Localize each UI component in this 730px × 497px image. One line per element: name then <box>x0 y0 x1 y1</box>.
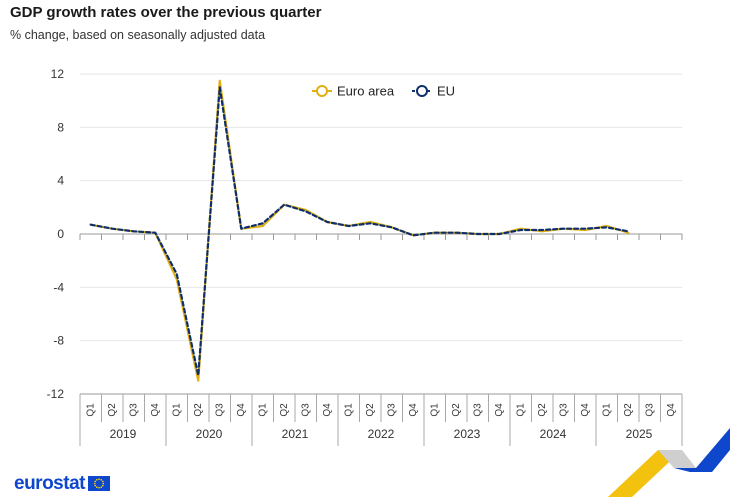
eurostat-wordmark: eurostat <box>14 473 85 494</box>
quarter-label: Q3 <box>558 403 569 417</box>
chart-title: GDP growth rates over the previous quart… <box>10 4 322 21</box>
legend-item[interactable]: Euro area <box>312 84 395 99</box>
y-tick-label: -12 <box>47 387 65 401</box>
quarter-label: Q1 <box>515 403 526 417</box>
chart-subtitle: % change, based on seasonally adjusted d… <box>10 28 266 42</box>
legend-marker <box>316 85 328 97</box>
quarter-label: Q2 <box>107 403 118 417</box>
year-label: 2023 <box>454 427 481 441</box>
quarter-label: Q3 <box>128 403 139 417</box>
quarter-label: Q2 <box>451 403 462 417</box>
quarter-label: Q3 <box>644 403 655 417</box>
quarter-label: Q4 <box>408 403 419 417</box>
y-tick-label: 12 <box>51 67 65 81</box>
eu-flag-icon <box>87 476 110 491</box>
quarter-label: Q2 <box>537 403 548 417</box>
corner-decoration <box>608 428 730 497</box>
quarter-label: Q3 <box>386 403 397 417</box>
quarter-label: Q4 <box>236 403 247 417</box>
quarter-label: Q2 <box>623 403 634 417</box>
quarter-label: Q1 <box>171 403 182 417</box>
legend-marker <box>416 85 428 97</box>
eurostat-logo[interactable]: eurostat <box>14 474 110 493</box>
legend-label: Euro area <box>337 84 395 99</box>
year-label: 2024 <box>540 427 567 441</box>
quarter-label: Q3 <box>472 403 483 417</box>
y-tick-label: 8 <box>57 120 64 134</box>
quarter-label: Q4 <box>494 403 505 417</box>
year-label: 2021 <box>282 427 309 441</box>
quarter-label: Q3 <box>300 403 311 417</box>
y-tick-label: 4 <box>57 174 64 188</box>
legend-item[interactable]: EU <box>412 84 455 99</box>
quarter-label: Q1 <box>601 403 612 417</box>
quarter-label: Q2 <box>193 403 204 417</box>
quarter-label: Q4 <box>580 403 591 417</box>
year-label: 2020 <box>196 427 223 441</box>
quarter-label: Q1 <box>343 403 354 417</box>
quarter-label: Q3 <box>214 403 225 417</box>
series-line-eu <box>89 86 630 377</box>
year-label: 2025 <box>626 427 653 441</box>
quarter-label: Q1 <box>85 403 96 417</box>
y-tick-label: -8 <box>53 334 64 348</box>
year-label: 2019 <box>110 427 137 441</box>
quarter-label: Q2 <box>365 403 376 417</box>
quarter-label: Q4 <box>666 403 677 417</box>
quarter-label: Q4 <box>322 403 333 417</box>
quarter-label: Q2 <box>279 403 290 417</box>
y-tick-label: 0 <box>57 227 64 241</box>
quarter-label: Q4 <box>150 403 161 417</box>
quarter-label: Q1 <box>429 403 440 417</box>
quarter-label: Q1 <box>257 403 268 417</box>
y-tick-label: -4 <box>53 280 64 294</box>
legend-label: EU <box>437 84 455 99</box>
year-label: 2022 <box>368 427 395 441</box>
